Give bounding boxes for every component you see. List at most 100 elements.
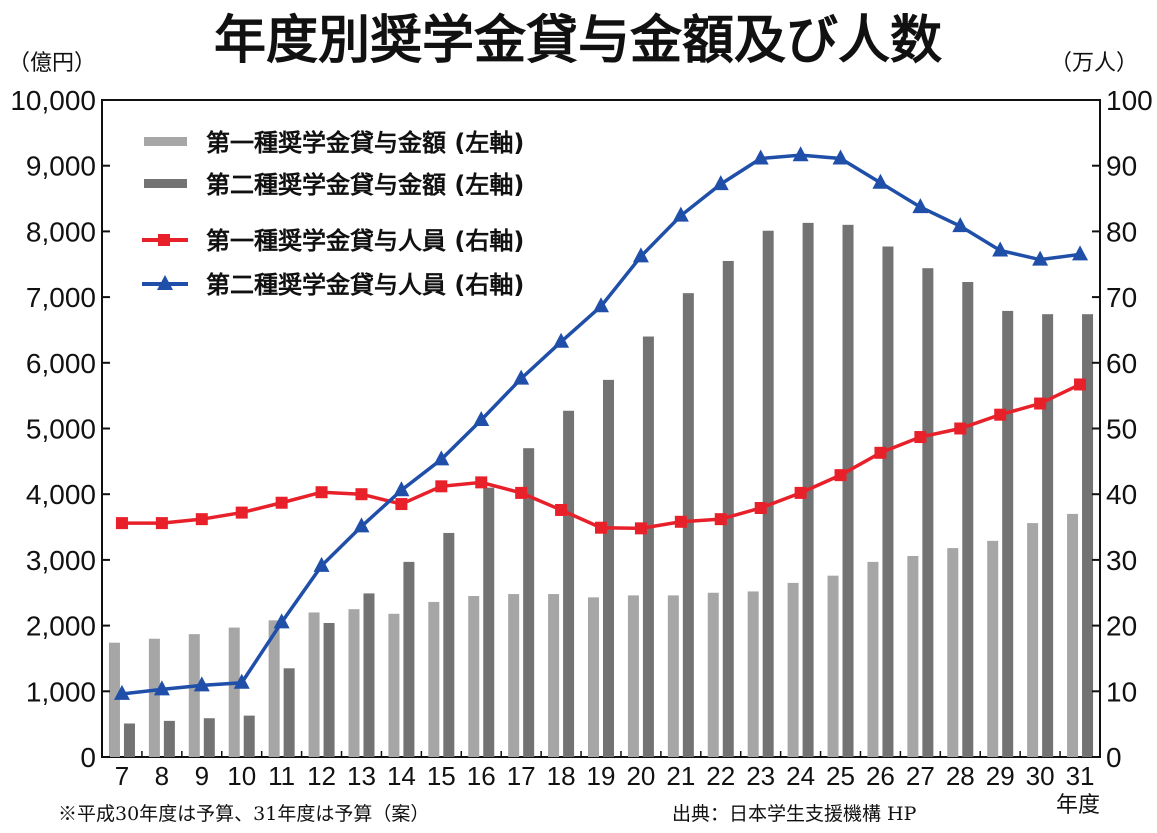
point-type2-people bbox=[872, 173, 889, 189]
right-tick-label: 30 bbox=[1106, 545, 1137, 576]
left-tick-label: 1,000 bbox=[26, 676, 96, 707]
point-type1-people bbox=[195, 513, 208, 526]
legend-marker bbox=[158, 234, 170, 246]
point-type2-people bbox=[393, 481, 410, 497]
bar-type1-amount bbox=[388, 613, 400, 757]
left-tick-label: 8,000 bbox=[26, 216, 96, 247]
bar-type2-amount bbox=[722, 260, 734, 757]
bar-type2-amount bbox=[443, 532, 455, 757]
right-tick-label: 100 bbox=[1106, 85, 1153, 116]
left-tick-label: 10,000 bbox=[10, 85, 96, 116]
point-type2-people bbox=[473, 410, 490, 426]
right-tick-label: 10 bbox=[1106, 676, 1137, 707]
bar-type1-amount bbox=[1027, 523, 1039, 757]
point-type1-people bbox=[315, 486, 328, 499]
footnote: ※平成30年度は予算、31年度は予算（案） bbox=[58, 803, 429, 825]
bar-type1-amount bbox=[707, 592, 719, 757]
point-type2-people bbox=[752, 149, 769, 165]
bar-type1-amount bbox=[588, 597, 599, 757]
point-type2-people bbox=[193, 676, 210, 692]
bar-type1-amount bbox=[308, 612, 320, 757]
point-type2-people bbox=[113, 684, 130, 700]
bar-type1-amount bbox=[627, 595, 639, 757]
point-type2-people bbox=[712, 175, 729, 191]
point-type1-people bbox=[914, 431, 927, 444]
bar-type1-amount bbox=[987, 540, 999, 757]
x-tick-label: 13 bbox=[347, 761, 376, 791]
right-tick-label: 40 bbox=[1106, 479, 1137, 510]
bar-type2-amount bbox=[842, 224, 854, 757]
bar-type1-amount bbox=[867, 561, 879, 757]
bar-type1-amount bbox=[907, 555, 919, 757]
x-tick-label: 17 bbox=[507, 761, 536, 791]
point-type1-people bbox=[874, 446, 887, 459]
right-tick-label: 20 bbox=[1106, 611, 1137, 642]
x-tick-label: 20 bbox=[626, 761, 655, 791]
point-type2-people bbox=[832, 149, 849, 165]
right-tick-label: 60 bbox=[1106, 348, 1137, 379]
x-tick-label: 24 bbox=[786, 761, 815, 791]
point-type2-people bbox=[433, 450, 450, 466]
bar-type1-amount bbox=[348, 609, 360, 757]
point-type2-people bbox=[1072, 245, 1089, 261]
x-tick-label: 26 bbox=[866, 761, 895, 791]
point-type1-people bbox=[1034, 397, 1047, 410]
point-type2-people bbox=[233, 673, 250, 689]
legend-label: 第一種奨学金貸与金額 (左軸) bbox=[206, 129, 524, 157]
point-type1-people bbox=[435, 480, 448, 493]
x-tick-label: 27 bbox=[906, 761, 935, 791]
x-axis-label: 年度 bbox=[1056, 792, 1100, 817]
bar-type1-amount bbox=[827, 575, 839, 757]
bar-type2-amount bbox=[523, 448, 535, 757]
x-tick-label: 16 bbox=[467, 761, 496, 791]
left-axis-unit: （億円） bbox=[8, 51, 96, 76]
bar-type2-amount bbox=[882, 246, 894, 758]
x-tick-label: 8 bbox=[155, 761, 169, 791]
point-type2-people bbox=[952, 217, 969, 233]
x-tick-label: 21 bbox=[666, 761, 695, 791]
bar-type2-amount bbox=[563, 410, 575, 757]
chart-title: 年度別奨学金貸与金額及び人数 bbox=[214, 11, 942, 71]
bar-type1-amount bbox=[508, 594, 520, 757]
point-type1-people bbox=[235, 506, 248, 519]
legend-label: 第一種奨学金貸与人員 (右軸) bbox=[206, 227, 524, 255]
bar-type2-amount bbox=[163, 720, 175, 757]
legend-label: 第二種奨学金貸与人員 (右軸) bbox=[206, 271, 524, 299]
point-type1-people bbox=[275, 496, 288, 509]
point-type2-people bbox=[792, 146, 809, 162]
right-tick-label: 90 bbox=[1106, 151, 1137, 182]
point-type2-people bbox=[313, 556, 330, 572]
legend-marker bbox=[157, 275, 173, 290]
point-type2-people bbox=[672, 206, 689, 222]
x-tick-label: 11 bbox=[268, 761, 295, 791]
point-type2-people bbox=[1032, 250, 1049, 266]
bar-type2-amount bbox=[1042, 314, 1054, 757]
point-type2-people bbox=[513, 369, 530, 385]
bar-type2-amount bbox=[283, 668, 295, 757]
bar-type2-amount bbox=[682, 293, 694, 757]
point-type1-people bbox=[794, 486, 807, 499]
x-tick-label: 12 bbox=[307, 761, 336, 791]
bar-type1-amount bbox=[787, 582, 799, 757]
x-tick-label: 23 bbox=[746, 761, 775, 791]
point-type1-people bbox=[954, 422, 967, 435]
bar-type1-amount bbox=[468, 596, 480, 757]
point-type1-people bbox=[714, 513, 727, 526]
legend: 第一種奨学金貸与金額 (左軸) 第二種奨学金貸与金額 (左軸) 第一種奨学金貸与人員… bbox=[142, 129, 524, 299]
legend-label: 第二種奨学金貸与金額 (左軸) bbox=[206, 171, 524, 199]
x-tick-label: 15 bbox=[427, 761, 456, 791]
x-tick-label: 30 bbox=[1026, 761, 1055, 791]
x-tick-label: 29 bbox=[986, 761, 1015, 791]
point-type1-people bbox=[1074, 378, 1087, 391]
bar-type2-amount bbox=[243, 715, 255, 757]
point-type1-people bbox=[355, 488, 368, 501]
point-type2-people bbox=[992, 241, 1009, 257]
right-tick-label: 80 bbox=[1106, 216, 1137, 247]
legend-swatch bbox=[144, 179, 187, 188]
point-type2-people bbox=[153, 680, 170, 696]
x-tick-label: 9 bbox=[195, 761, 209, 791]
bar-type1-amount bbox=[548, 594, 560, 757]
x-tick-label: 31 bbox=[1066, 761, 1095, 791]
bar-type1-amount bbox=[148, 638, 160, 757]
bar-type1-amount bbox=[428, 601, 440, 757]
